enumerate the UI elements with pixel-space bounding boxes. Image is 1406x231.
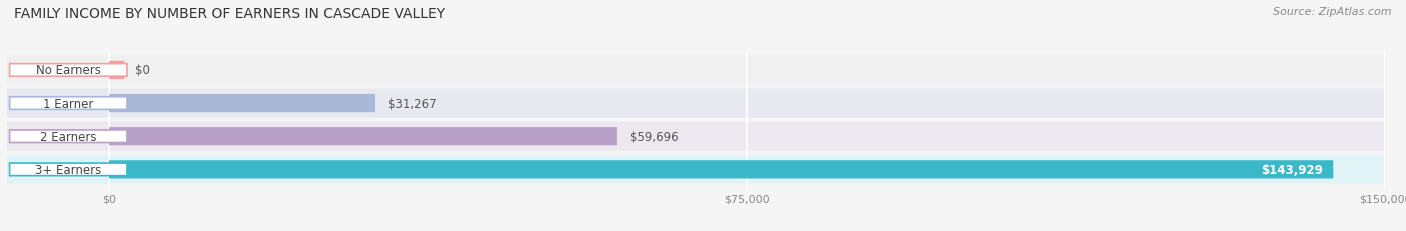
FancyBboxPatch shape: [110, 161, 1333, 179]
Text: 1 Earner: 1 Earner: [44, 97, 93, 110]
FancyBboxPatch shape: [7, 89, 1385, 118]
Text: $143,929: $143,929: [1261, 163, 1323, 176]
Text: FAMILY INCOME BY NUMBER OF EARNERS IN CASCADE VALLEY: FAMILY INCOME BY NUMBER OF EARNERS IN CA…: [14, 7, 446, 21]
FancyBboxPatch shape: [7, 155, 1385, 184]
FancyBboxPatch shape: [7, 122, 1385, 151]
FancyBboxPatch shape: [7, 56, 1385, 85]
FancyBboxPatch shape: [110, 128, 617, 146]
FancyBboxPatch shape: [10, 130, 127, 143]
Text: 2 Earners: 2 Earners: [39, 130, 97, 143]
FancyBboxPatch shape: [10, 163, 127, 176]
Text: Source: ZipAtlas.com: Source: ZipAtlas.com: [1274, 7, 1392, 17]
FancyBboxPatch shape: [10, 97, 127, 110]
Text: $59,696: $59,696: [630, 130, 678, 143]
FancyBboxPatch shape: [110, 61, 124, 80]
FancyBboxPatch shape: [10, 64, 127, 77]
Text: No Earners: No Earners: [35, 64, 101, 77]
Text: $31,267: $31,267: [388, 97, 436, 110]
Text: $0: $0: [135, 64, 149, 77]
Text: 3+ Earners: 3+ Earners: [35, 163, 101, 176]
FancyBboxPatch shape: [110, 94, 375, 113]
